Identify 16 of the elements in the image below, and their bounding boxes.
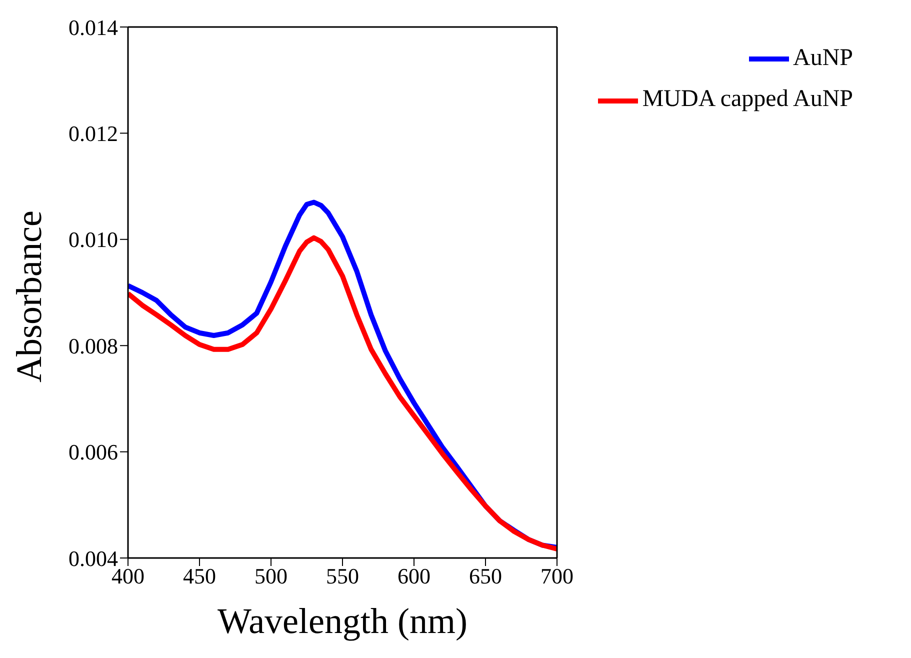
x-tick-label: 700 [540, 564, 574, 589]
y-tick-label: 0.012 [68, 121, 118, 146]
x-tick-label: 650 [469, 564, 502, 589]
y-tick-label: 0.010 [68, 227, 118, 252]
y-tick-label: 0.008 [68, 333, 118, 358]
x-tick-label: 450 [183, 564, 216, 589]
x-tick-label: 600 [398, 564, 430, 589]
x-tick-label: 550 [326, 564, 359, 589]
x-tick-label: 500 [254, 564, 288, 589]
x-axis-title: Wavelength (nm) [217, 601, 468, 641]
legend-label: MUDA capped AuNP [642, 86, 853, 112]
y-tick-label: 0.014 [68, 14, 118, 40]
y-tick-label: 0.006 [68, 440, 118, 465]
legend-label: AuNP [792, 45, 853, 71]
y-axis-title: Absorbance [8, 210, 49, 382]
y-tick-label: 0.004 [68, 546, 118, 571]
